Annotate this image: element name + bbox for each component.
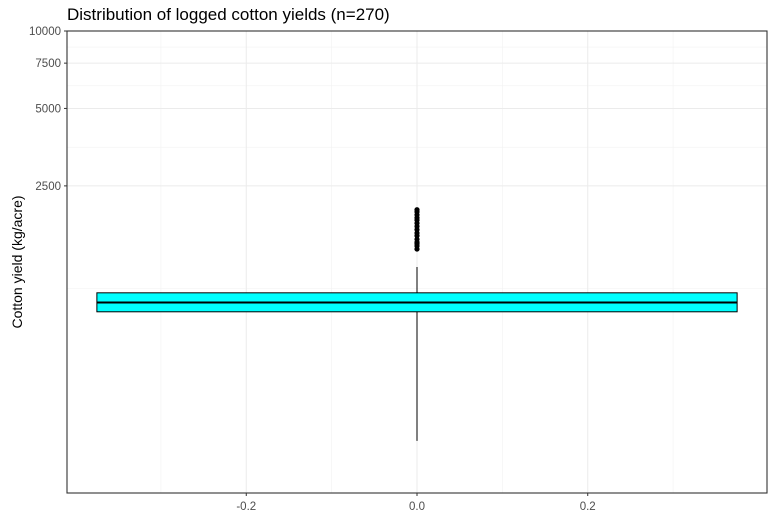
gridlines — [67, 30, 767, 493]
y-tick-label: 2500 — [35, 181, 61, 193]
x-tick-label: 0.2 — [580, 501, 596, 513]
chart-title: Distribution of logged cotton yields (n=… — [67, 5, 390, 24]
y-tick-label: 10000 — [29, 26, 61, 38]
y-tick-label: 5000 — [35, 103, 61, 115]
x-tick-label: 0.0 — [409, 501, 425, 513]
outlier-point — [414, 207, 420, 213]
y-tick-label: 7500 — [35, 58, 61, 70]
x-tick-label: -0.2 — [236, 501, 256, 513]
boxplot — [96, 207, 738, 441]
axis-ticks: 2500 5000 7500 10000 -0.2 0.0 0.2 — [29, 26, 596, 513]
